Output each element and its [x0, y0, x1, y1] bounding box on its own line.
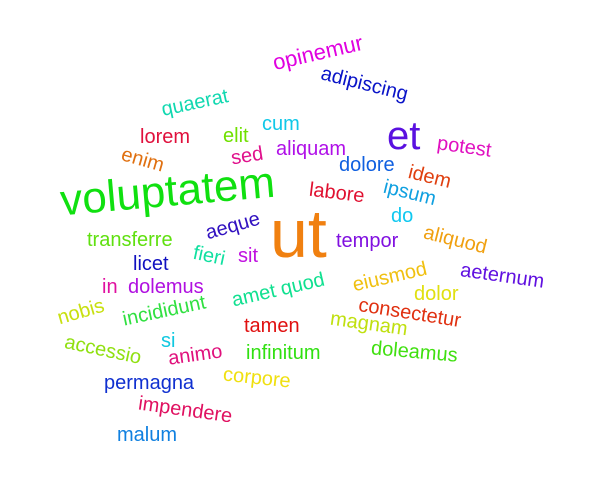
word-dolore: dolore [339, 154, 395, 176]
word-nobis: nobis [54, 294, 107, 330]
word-tamen: tamen [244, 315, 300, 337]
word-si: si [161, 330, 176, 352]
word-amet-quod: amet quod [229, 268, 327, 312]
word-accessio: accessio [62, 331, 144, 369]
word-aliquod: aliquod [421, 221, 490, 259]
word-in: in [102, 276, 118, 298]
word-aeternum: aeternum [458, 259, 546, 293]
word-do: do [391, 205, 414, 227]
word-potest: potest [435, 132, 493, 162]
word-aeque: aeque [203, 207, 263, 245]
word-fieri: fieri [191, 241, 228, 271]
word-elit: elit [223, 125, 249, 147]
word-dolemus: dolemus [128, 276, 204, 298]
word-transferre: transferre [87, 229, 173, 251]
word-dolor: dolor [414, 283, 459, 305]
word-licet: licet [133, 253, 169, 275]
word-cum: cum [262, 113, 300, 135]
word-malum: malum [117, 424, 178, 446]
word-sit: sit [238, 245, 258, 267]
word-tempor: tempor [336, 230, 399, 252]
word-permagna: permagna [104, 372, 195, 394]
word-adipiscing: adipiscing [318, 62, 411, 106]
word-infinitum: infinitum [246, 342, 321, 364]
word-quaerat: quaerat [159, 85, 231, 121]
word-aliquam: aliquam [276, 138, 347, 160]
word-et: et [387, 114, 421, 158]
word-doleamus: doleamus [370, 337, 459, 367]
word-incididunt: incididunt [120, 291, 208, 331]
word-impendere: impendere [136, 392, 234, 428]
word-corpore: corpore [222, 363, 292, 393]
word-opinemur: opinemur [270, 30, 366, 76]
word-lorem: lorem [140, 126, 191, 148]
word-ut: ut [270, 196, 327, 272]
